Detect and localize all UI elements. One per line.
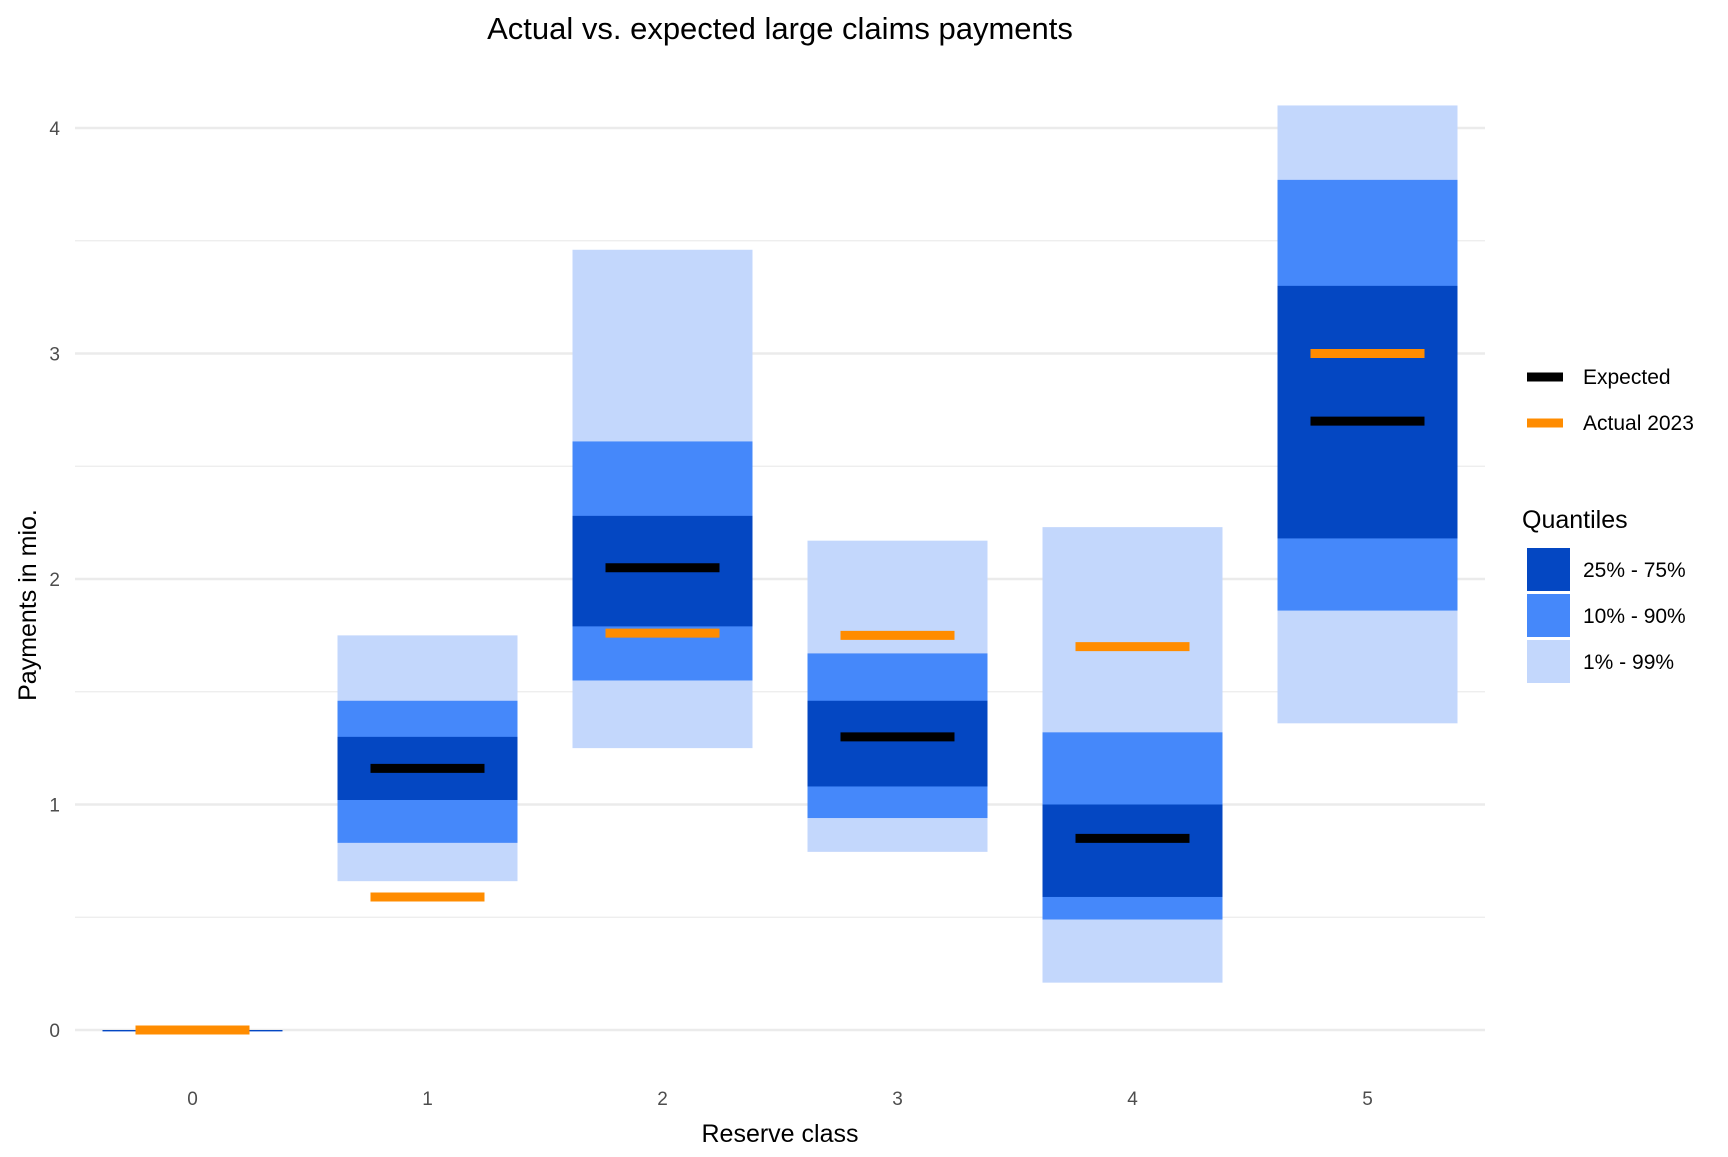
x-tick-label: 5 bbox=[1362, 1089, 1373, 1110]
y-tick-label: 0 bbox=[49, 1021, 60, 1042]
y-tick-labels: 0 1 2 3 4 bbox=[49, 119, 60, 1042]
x-tick-label: 4 bbox=[1127, 1089, 1138, 1110]
legend: Expected Actual 2023 Quantiles 25% - 75% 10%… bbox=[1522, 366, 1694, 683]
grid-layer bbox=[75, 126, 1485, 1032]
chart-title: Actual vs. expected large claims payment… bbox=[487, 11, 1073, 46]
quantile-band-25-75- bbox=[1042, 804, 1223, 897]
x-tick-label: 0 bbox=[187, 1089, 198, 1110]
legend-quantiles-title: Quantiles bbox=[1522, 506, 1628, 534]
x-tick-label: 3 bbox=[892, 1089, 903, 1110]
y-tick-label: 4 bbox=[49, 119, 60, 140]
x-tick-labels: 0 1 2 3 4 5 bbox=[187, 1089, 1373, 1110]
x-tick-label: 1 bbox=[422, 1089, 433, 1110]
legend-quantile-swatch bbox=[1527, 594, 1570, 637]
y-axis-label: Payments in mio. bbox=[14, 509, 42, 701]
y-tick-label: 2 bbox=[49, 570, 60, 591]
x-tick-label: 2 bbox=[657, 1089, 668, 1110]
quantile-band-25-75- bbox=[1277, 285, 1458, 539]
legend-quantile-swatch bbox=[1527, 548, 1570, 591]
legend-label: 10% - 90% bbox=[1583, 605, 1686, 628]
legend-label: 25% - 75% bbox=[1583, 559, 1686, 582]
x-axis-label: Reserve class bbox=[702, 1120, 859, 1148]
legend-quantile-swatch bbox=[1527, 640, 1570, 683]
y-tick-label: 1 bbox=[49, 796, 60, 817]
quantile-band-25-75- bbox=[807, 700, 988, 787]
legend-label: Actual 2023 bbox=[1583, 412, 1694, 435]
y-tick-label: 3 bbox=[49, 345, 60, 366]
legend-label: 1% - 99% bbox=[1583, 651, 1674, 674]
legend-label: Expected bbox=[1583, 366, 1671, 389]
bands-layer bbox=[102, 105, 1458, 1032]
lines-layer bbox=[135, 349, 1425, 1035]
